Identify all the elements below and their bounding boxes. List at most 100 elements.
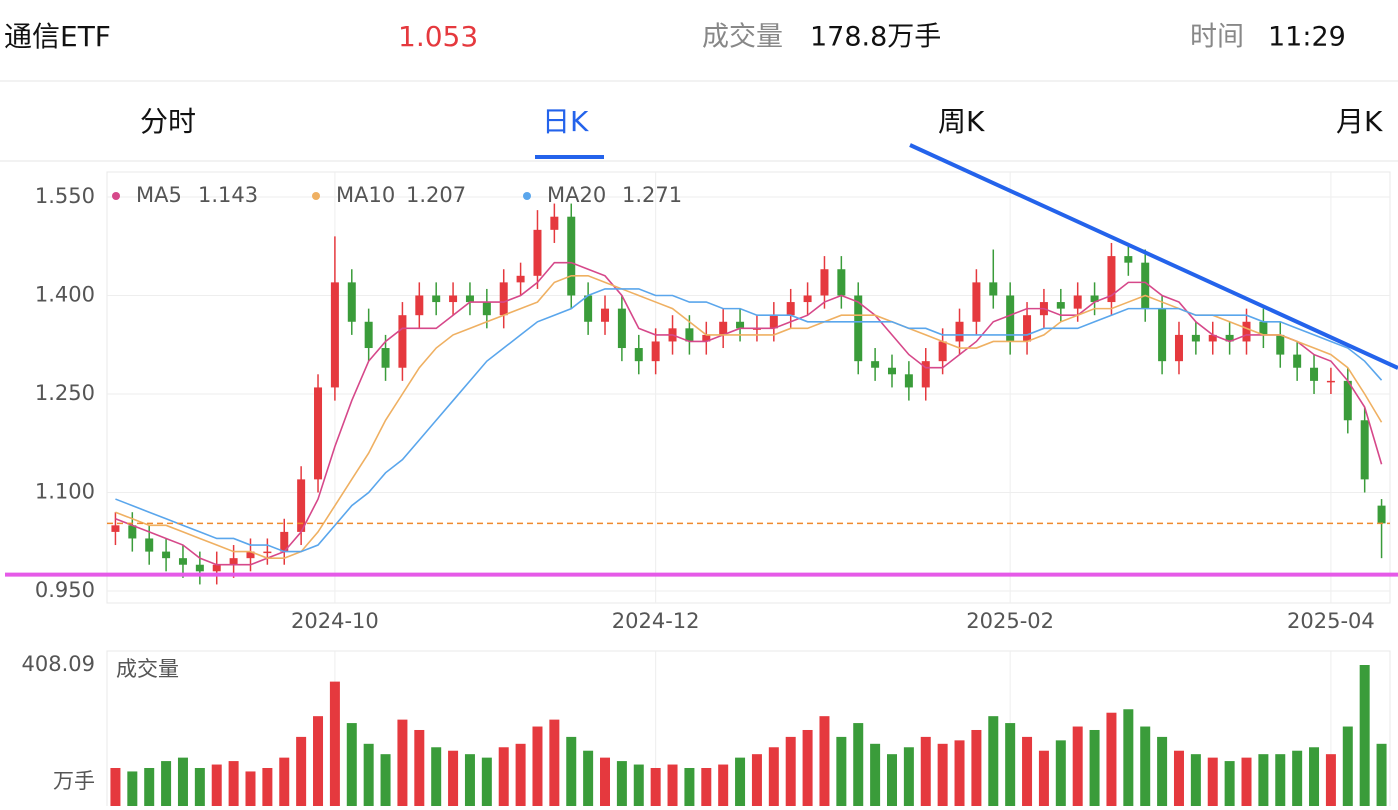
etf-name: 通信ETF <box>4 20 111 53</box>
volume-bar <box>1359 665 1370 806</box>
y-tick-label: 1.550 <box>35 184 95 208</box>
volume-bar <box>870 743 881 806</box>
candle-body <box>482 302 491 316</box>
candle-body <box>617 308 626 349</box>
candle-body <box>567 216 576 296</box>
volume-bar <box>1173 750 1184 806</box>
candle-body <box>786 302 795 316</box>
candle-body <box>415 295 424 316</box>
volume-title: 成交量 <box>116 657 179 681</box>
volume-bar <box>279 757 290 806</box>
candle-body <box>162 551 171 559</box>
candle-body <box>1225 334 1234 342</box>
volume-bar <box>549 719 560 806</box>
volume-bar <box>920 736 931 806</box>
tab[interactable]: 分时 <box>140 105 196 138</box>
volume-bar <box>1055 740 1066 806</box>
volume-bar <box>1072 726 1083 806</box>
candle-body <box>381 348 390 368</box>
candle-body <box>601 308 610 322</box>
candle-body <box>364 321 373 349</box>
candle-body <box>685 328 694 342</box>
tab-bar: 分时 日K 周K 月K <box>140 105 1383 159</box>
volume-bar <box>313 716 324 806</box>
candle-body <box>1242 321 1251 342</box>
volume-bar <box>785 736 796 806</box>
volume-bar <box>566 736 577 806</box>
volume-frame <box>106 650 1391 810</box>
candle-body <box>1056 302 1065 309</box>
candle-body <box>1023 315 1032 342</box>
volume-bar <box>1325 754 1336 806</box>
volume-bar <box>245 771 256 806</box>
volume-unit: 万手 <box>53 769 95 793</box>
candle-body <box>280 531 289 552</box>
volume-bar <box>194 767 205 806</box>
y-tick-label: 0.950 <box>35 578 95 602</box>
y-tick-label: 1.250 <box>35 381 95 405</box>
candle-body <box>347 282 356 322</box>
x-tick-label: 2025-02 <box>966 609 1054 633</box>
tab[interactable]: 月K <box>1336 105 1383 138</box>
candle-body <box>297 479 306 532</box>
ma-line <box>115 274 1383 559</box>
volume-bar <box>954 740 965 806</box>
candle-body <box>1090 295 1099 303</box>
candle-body <box>1310 367 1319 381</box>
volume-bar <box>768 747 779 806</box>
volume-bar <box>481 757 492 806</box>
candle-body <box>1293 354 1302 368</box>
volume-bar <box>633 764 644 806</box>
volume-bar <box>1376 743 1387 806</box>
candle-body <box>145 538 154 552</box>
legend-name: MA10 <box>336 183 395 207</box>
trend-line <box>909 143 1398 370</box>
candle-body <box>837 269 846 296</box>
x-tick-label: 2024-10 <box>291 609 379 633</box>
candle-body <box>195 564 204 572</box>
volume-bar <box>903 747 914 806</box>
candle-body <box>432 295 441 303</box>
volume-bar <box>515 743 526 806</box>
volume-bar <box>684 767 695 806</box>
candle-body <box>702 334 711 342</box>
candle-body <box>330 282 339 388</box>
volume-bar <box>735 757 746 806</box>
candle-body <box>1174 334 1183 362</box>
candle-body <box>1259 321 1268 335</box>
volume-bar <box>701 767 712 806</box>
candle-body <box>1343 380 1352 421</box>
volume-bar <box>431 747 442 806</box>
candle-body <box>769 315 778 329</box>
volume-bar <box>1258 754 1269 806</box>
ma-line <box>115 261 1383 566</box>
candle-body <box>398 315 407 368</box>
candle-body <box>820 269 829 296</box>
candle-body <box>1158 308 1167 362</box>
candle-body <box>634 348 643 362</box>
volume-bar <box>1275 754 1286 806</box>
tab[interactable]: 周K <box>938 105 985 138</box>
volume-bar <box>1005 723 1016 806</box>
legend-value: 1.271 <box>622 183 682 207</box>
volume-bar <box>1241 757 1252 806</box>
volume-bar <box>1123 709 1134 806</box>
volume-bar <box>583 750 594 806</box>
candle-body <box>1208 334 1217 342</box>
candle-body <box>1006 295 1015 342</box>
candle-body <box>1326 380 1335 383</box>
candle-body <box>989 282 998 296</box>
candle-body <box>719 321 728 335</box>
legend-dot <box>312 192 320 200</box>
candle-body <box>246 551 255 559</box>
candle-body <box>314 387 323 480</box>
volume-bar <box>1342 726 1353 806</box>
candle-body <box>736 321 745 329</box>
time-value: 11:29 <box>1268 22 1346 53</box>
volume-bar <box>988 716 999 806</box>
candle-body <box>803 295 812 303</box>
volume-bar <box>363 743 374 806</box>
tab[interactable]: 日K <box>542 105 589 138</box>
candle-body <box>1360 420 1369 480</box>
